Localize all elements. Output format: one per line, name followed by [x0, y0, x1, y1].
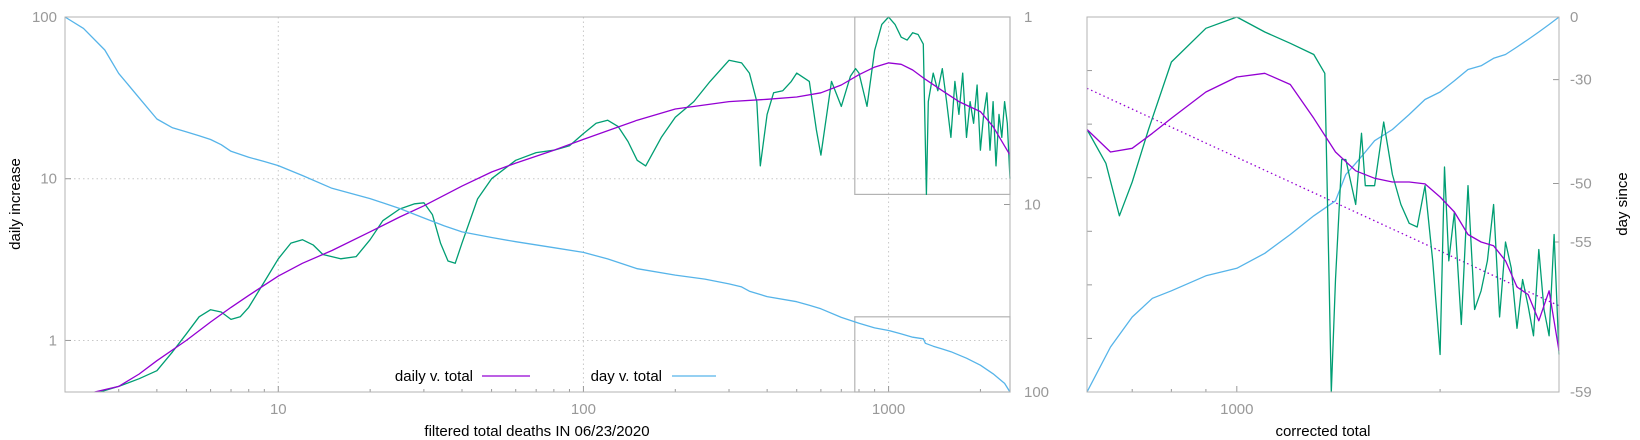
legend-label-day: day v. total: [591, 368, 662, 385]
right-x-axis-title: corrected total: [1275, 423, 1370, 440]
left-x-axis-title: filtered total deaths IN 06/23/2020: [424, 423, 649, 440]
right-plot-frame: [1086, 16, 1560, 393]
legend: daily v. total day v. total: [395, 368, 716, 385]
zoom-marker-box: [854, 16, 1011, 195]
right-y2-tick-label: -59: [1570, 384, 1592, 401]
right-y2-tick-label: -55: [1570, 234, 1592, 251]
left-y2-tick-label: 10: [1024, 197, 1041, 214]
left-x-tick-label: 1000: [872, 401, 905, 418]
right-series-daily: [1086, 72, 1560, 351]
right-series-group: [1086, 16, 1560, 393]
left-series-group: [64, 16, 1011, 393]
right-ticks: 1000 0 -30 -50 -55 -59: [1087, 9, 1592, 418]
left-x-tick-label: 100: [571, 401, 596, 418]
left-y2-tick-label: 1: [1024, 9, 1032, 26]
right-series-day: [1086, 16, 1560, 393]
left-y-tick-label: 1: [49, 332, 57, 349]
left-grid: [65, 17, 1010, 392]
right-y-axis-title: day since: [1614, 172, 1631, 235]
right-panel: 1000 0 -30 -50 -55 -59 corrected total day si…: [1086, 9, 1631, 440]
left-series-smooth: [99, 16, 1011, 393]
left-plot-frame: [64, 16, 1011, 393]
left-panel: 10 100 1000 1 10 100 1 10 100 filtered total dea…: [7, 9, 1049, 440]
left-y-tick-label: 100: [32, 9, 57, 26]
right-series-daily-dotted: [1086, 87, 1560, 307]
right-y2-tick-label: 0: [1570, 9, 1578, 26]
left-y-tick-label: 10: [40, 171, 57, 188]
left-y-axis-title: daily increase: [7, 158, 24, 250]
left-ticks: 10 100 1000 1 10 100 1 10 100: [32, 9, 1049, 418]
left-x-tick-label: 10: [270, 401, 287, 418]
left-zoom-markers: [854, 16, 1011, 393]
right-series-smooth: [1086, 16, 1560, 393]
right-y2-tick-label: -30: [1570, 72, 1592, 89]
right-x-tick-label: 1000: [1220, 401, 1253, 418]
left-series-day: [64, 16, 1011, 393]
right-y2-tick-label: -50: [1570, 176, 1592, 193]
legend-label-daily: daily v. total: [395, 368, 473, 385]
left-series-daily: [94, 62, 1011, 393]
left-y2-tick-label: 100: [1024, 384, 1049, 401]
